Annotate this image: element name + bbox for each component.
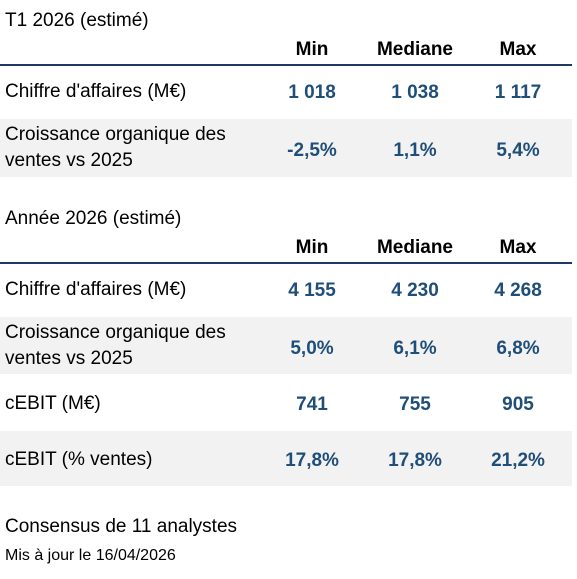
consensus-note: Consensus de 11 analystes	[5, 516, 238, 537]
value-max: 4 268	[494, 280, 542, 301]
column-header-max: Max	[499, 237, 537, 258]
value-mediane: 1 038	[391, 82, 439, 103]
table-row: Croissance organique des ventes vs 2025 …	[0, 119, 572, 177]
value-mediane: 17,8%	[388, 450, 442, 471]
column-headers: Min Mediane Max	[0, 39, 577, 63]
section-title: T1 2026 (estimé)	[5, 10, 149, 31]
value-min: 5,0%	[290, 338, 334, 359]
table-row: cEBIT (% ventes) 17,8% 17,8% 21,2%	[0, 431, 572, 486]
column-header-max: Max	[499, 39, 537, 60]
value-max: 905	[502, 394, 534, 415]
column-headers: Min Mediane Max	[0, 237, 577, 261]
value-max: 1 117	[494, 82, 542, 103]
header-rule	[0, 64, 572, 66]
row-label: Chiffre d'affaires (M€)	[5, 279, 187, 300]
column-header-min: Min	[295, 237, 329, 258]
row-label: Chiffre d'affaires (M€)	[5, 81, 187, 102]
table-row: Croissance organique des ventes vs 2025 …	[0, 317, 572, 374]
value-min: 4 155	[288, 280, 336, 301]
table-row: Chiffre d'affaires (M€) 4 155 4 230 4 26…	[0, 264, 572, 316]
value-mediane: 6,1%	[393, 338, 437, 359]
value-mediane: 1,1%	[393, 140, 437, 161]
value-max: 21,2%	[491, 450, 545, 471]
column-header-mediane: Mediane	[376, 39, 454, 60]
row-label: Croissance organique des ventes vs 2025	[5, 124, 226, 171]
row-label: cEBIT (% ventes)	[5, 449, 153, 470]
column-header-mediane: Mediane	[376, 237, 454, 258]
table-row: Chiffre d'affaires (M€) 1 018 1 038 1 11…	[0, 66, 572, 118]
table-row: cEBIT (M€) 741 755 905	[0, 375, 572, 430]
row-label: Croissance organique des ventes vs 2025	[5, 322, 226, 369]
value-min: 17,8%	[285, 450, 339, 471]
value-min: -2,5%	[287, 140, 337, 161]
row-label: cEBIT (M€)	[5, 393, 101, 414]
column-header-min: Min	[295, 39, 329, 60]
value-max: 6,8%	[496, 338, 540, 359]
header-rule	[0, 262, 572, 264]
value-min: 741	[296, 394, 328, 415]
value-mediane: 755	[399, 394, 431, 415]
update-date: Mis à jour le 16/04/2026	[5, 547, 176, 564]
value-max: 5,4%	[496, 140, 540, 161]
value-min: 1 018	[288, 82, 336, 103]
value-mediane: 4 230	[391, 280, 439, 301]
section-title: Année 2026 (estimé)	[5, 208, 182, 229]
